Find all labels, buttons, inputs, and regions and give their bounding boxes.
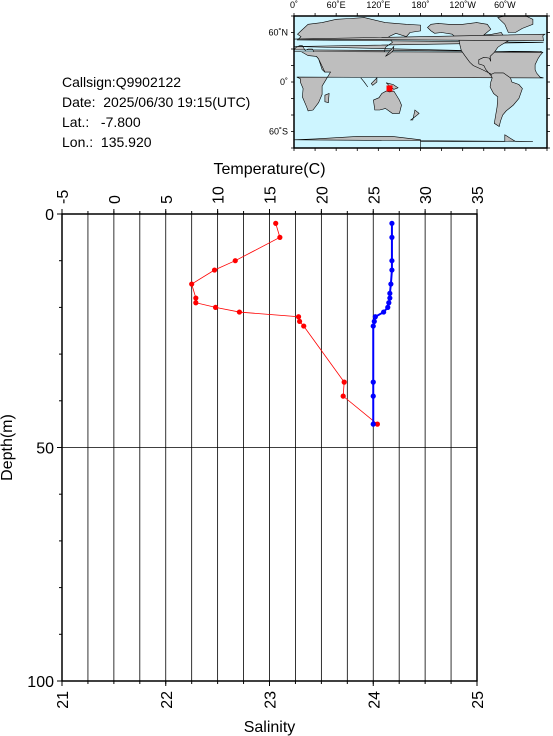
lon-label: Lon.: (62, 134, 94, 150)
lat-label: Lat.: (62, 114, 90, 130)
temperature-point (189, 281, 195, 287)
salinity-point (389, 234, 395, 240)
map-ticks (291, 13, 550, 151)
land-mass (373, 90, 402, 114)
map-lat-label: 60˚N (268, 28, 288, 38)
series-group (189, 220, 395, 427)
land-mass (360, 77, 369, 88)
salinity-tick-label: 24 (366, 691, 383, 709)
temperature-tick-label: 35 (470, 186, 487, 204)
date-label: Date: (62, 94, 96, 110)
salinity-point (385, 304, 391, 310)
land-mass (293, 134, 533, 148)
land-mass (385, 45, 395, 57)
depth-axis-label: Depth(m) (0, 414, 16, 481)
temperature-point (193, 300, 199, 306)
date-row: Date: 2025/06/30 19:15(UTC) (62, 92, 250, 112)
land-mass (489, 72, 523, 127)
temperature-point (212, 304, 219, 310)
salinity-point (370, 393, 376, 399)
map-lat-label: 60˚S (269, 127, 288, 137)
map-land (293, 15, 546, 148)
land-mass (409, 109, 420, 121)
map-lon-label: 120˚W (449, 0, 476, 10)
temperature-tick-label: -5 (55, 190, 72, 204)
salinity-profile-line (372, 223, 393, 425)
temperature-point (295, 314, 302, 320)
map-left-labels: 60˚N 0˚ 60˚S (268, 28, 288, 137)
temperature-tick-label: 20 (314, 186, 331, 204)
temperature-tick-label: 25 (366, 186, 383, 204)
salinity-tick-label: 25 (470, 691, 487, 709)
salinity-point (370, 323, 376, 329)
temperature-tick-label: 30 (418, 186, 435, 204)
salinity-ticks: 21 22 23 24 25 (55, 681, 487, 709)
map-lon-label: 60˚W (494, 0, 516, 10)
salinity-axis-label: Salinity (244, 719, 296, 736)
lat-value: -7.800 (100, 114, 141, 130)
land-mass (324, 93, 330, 103)
salinity-point (387, 290, 393, 296)
land-mass (293, 33, 546, 42)
map-lon-label: 120˚E (366, 0, 390, 10)
station-marker (386, 85, 393, 92)
lon-value: 135.920 (100, 134, 152, 150)
depth-tick-label: 50 (36, 441, 54, 458)
callsign-text: Callsign:Q9902122 (62, 74, 182, 90)
map-lon-label: 60˚E (327, 0, 346, 10)
map-lon-label: 180˚ (411, 0, 429, 10)
temperature-point (301, 323, 307, 329)
salinity-point (388, 281, 394, 287)
salinity-point (370, 421, 376, 427)
temperature-point (340, 393, 346, 399)
salinity-tick-label: 23 (263, 691, 280, 709)
map-lon-label: 0˚ (290, 0, 298, 10)
temperature-point (277, 234, 283, 240)
temperature-tick-label: 10 (211, 186, 228, 204)
temperature-tick-label: 15 (263, 186, 280, 204)
salinity-point (381, 309, 387, 315)
temperature-profile-line (191, 223, 378, 425)
lon-row: Lon.: 135.920 (62, 132, 152, 152)
depth-tick-label: 0 (45, 207, 54, 224)
salinity-point (386, 300, 392, 306)
map-lat-label: 0˚ (280, 77, 288, 87)
temperature-tick-label: 0 (107, 195, 124, 204)
temperature-axis-label: Temperature(C) (213, 161, 325, 178)
grid-lines (61, 214, 478, 681)
location-map: 0˚ 60˚E 120˚E 180˚ 120˚W 60˚W 60˚N 0˚ 60˚S (268, 0, 550, 151)
land-mass (370, 77, 378, 86)
salinity-point (370, 379, 376, 385)
temperature-point (296, 318, 303, 325)
lat-row: Lat.: -7.800 (62, 112, 141, 132)
temperature-point (232, 258, 238, 264)
date-value: 2025/06/30 19:15(UTC) (103, 94, 251, 110)
temperature-point (273, 220, 279, 226)
salinity-point (389, 267, 395, 273)
temperature-point (374, 421, 380, 427)
salinity-point (389, 258, 395, 264)
depth-tick-label: 100 (27, 674, 54, 691)
depth-ticks: 0 50 100 (27, 207, 62, 691)
salinity-point (389, 220, 395, 226)
salinity-point (372, 314, 378, 320)
temperature-ticks: -5 0 5 10 15 20 25 30 35 (55, 186, 487, 214)
temperature-point (193, 295, 199, 301)
temperature-point (236, 309, 243, 315)
temperature-point (211, 267, 218, 273)
salinity-point (371, 318, 377, 325)
salinity-tick-label: 21 (55, 691, 72, 709)
temperature-tick-label: 5 (159, 195, 176, 204)
salinity-point (387, 295, 393, 301)
land-mass (497, 15, 534, 33)
salinity-tick-label: 22 (159, 691, 176, 709)
map-top-labels: 0˚ 60˚E 120˚E 180˚ 120˚W 60˚W (290, 0, 516, 10)
temperature-point (341, 379, 347, 385)
